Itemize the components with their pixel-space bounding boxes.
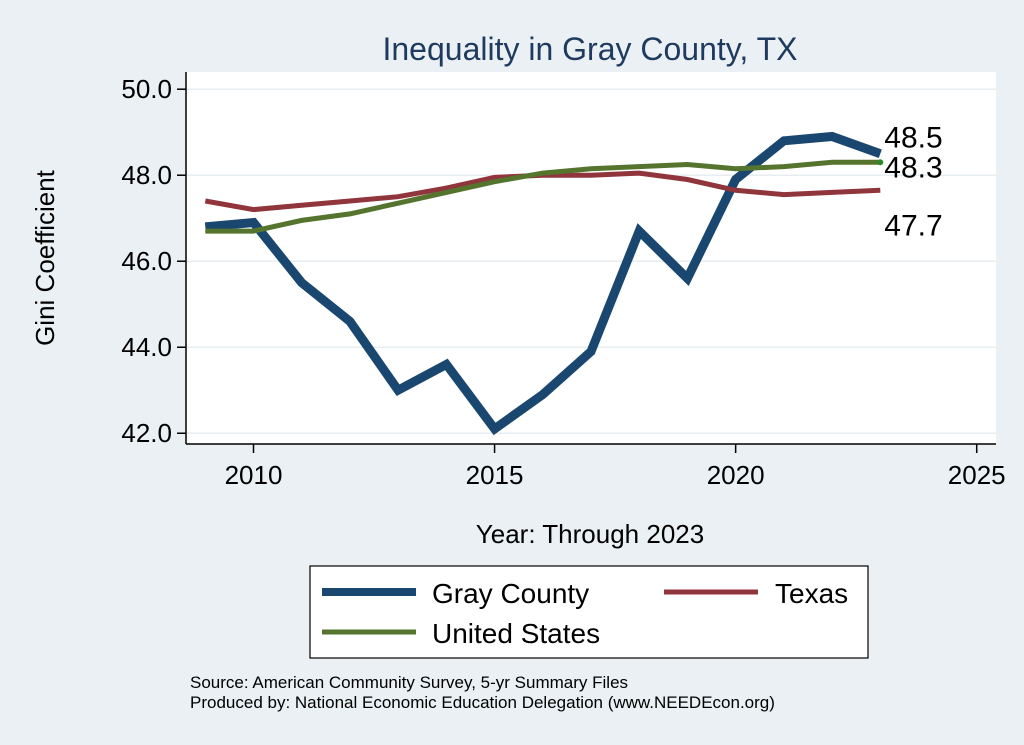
chart-title: Inequality in Gray County, TX	[382, 31, 797, 67]
end-label-gray-county: 48.5	[884, 122, 942, 155]
legend-box	[309, 565, 869, 659]
x-tick-label: 2010	[225, 460, 283, 490]
series-lines	[204, 131, 884, 436]
end-labels: 48.5 47.7 48.3	[884, 122, 942, 243]
plot-area	[186, 72, 996, 444]
gridlines	[186, 88, 996, 434]
series-line-united-states	[205, 159, 881, 234]
y-tick-label: 46.0	[121, 246, 172, 276]
x-axis-title: Year: Through 2023	[476, 519, 704, 549]
end-label-texas: 47.7	[884, 209, 942, 242]
x-ticks: 2010 2015 2020 2025	[225, 444, 1006, 490]
x-tick-label: 2015	[466, 460, 524, 490]
legend: Gray County Texas United States	[309, 565, 869, 659]
legend-label-gray-county: Gray County	[432, 578, 589, 609]
end-marker-united-states	[877, 159, 884, 166]
series-line-gray-county	[204, 131, 882, 436]
source-note: Source: American Community Survey, 5-yr …	[190, 673, 628, 692]
producer-note: Produced by: National Economic Education…	[190, 693, 775, 712]
x-tick-label: 2020	[707, 460, 765, 490]
y-axis-title: Gini Coefficient	[30, 169, 60, 346]
legend-label-texas: Texas	[775, 578, 848, 609]
y-tick-label: 48.0	[121, 160, 172, 190]
y-tick-label: 50.0	[121, 74, 172, 104]
x-tick-label: 2025	[948, 460, 1006, 490]
legend-label-united-states: United States	[432, 618, 600, 649]
y-tick-label: 44.0	[121, 332, 172, 362]
y-ticks: 42.0 44.0 46.0 48.0 50.0	[121, 74, 186, 448]
end-label-united-states: 48.3	[884, 151, 942, 184]
y-tick-label: 42.0	[121, 418, 172, 448]
